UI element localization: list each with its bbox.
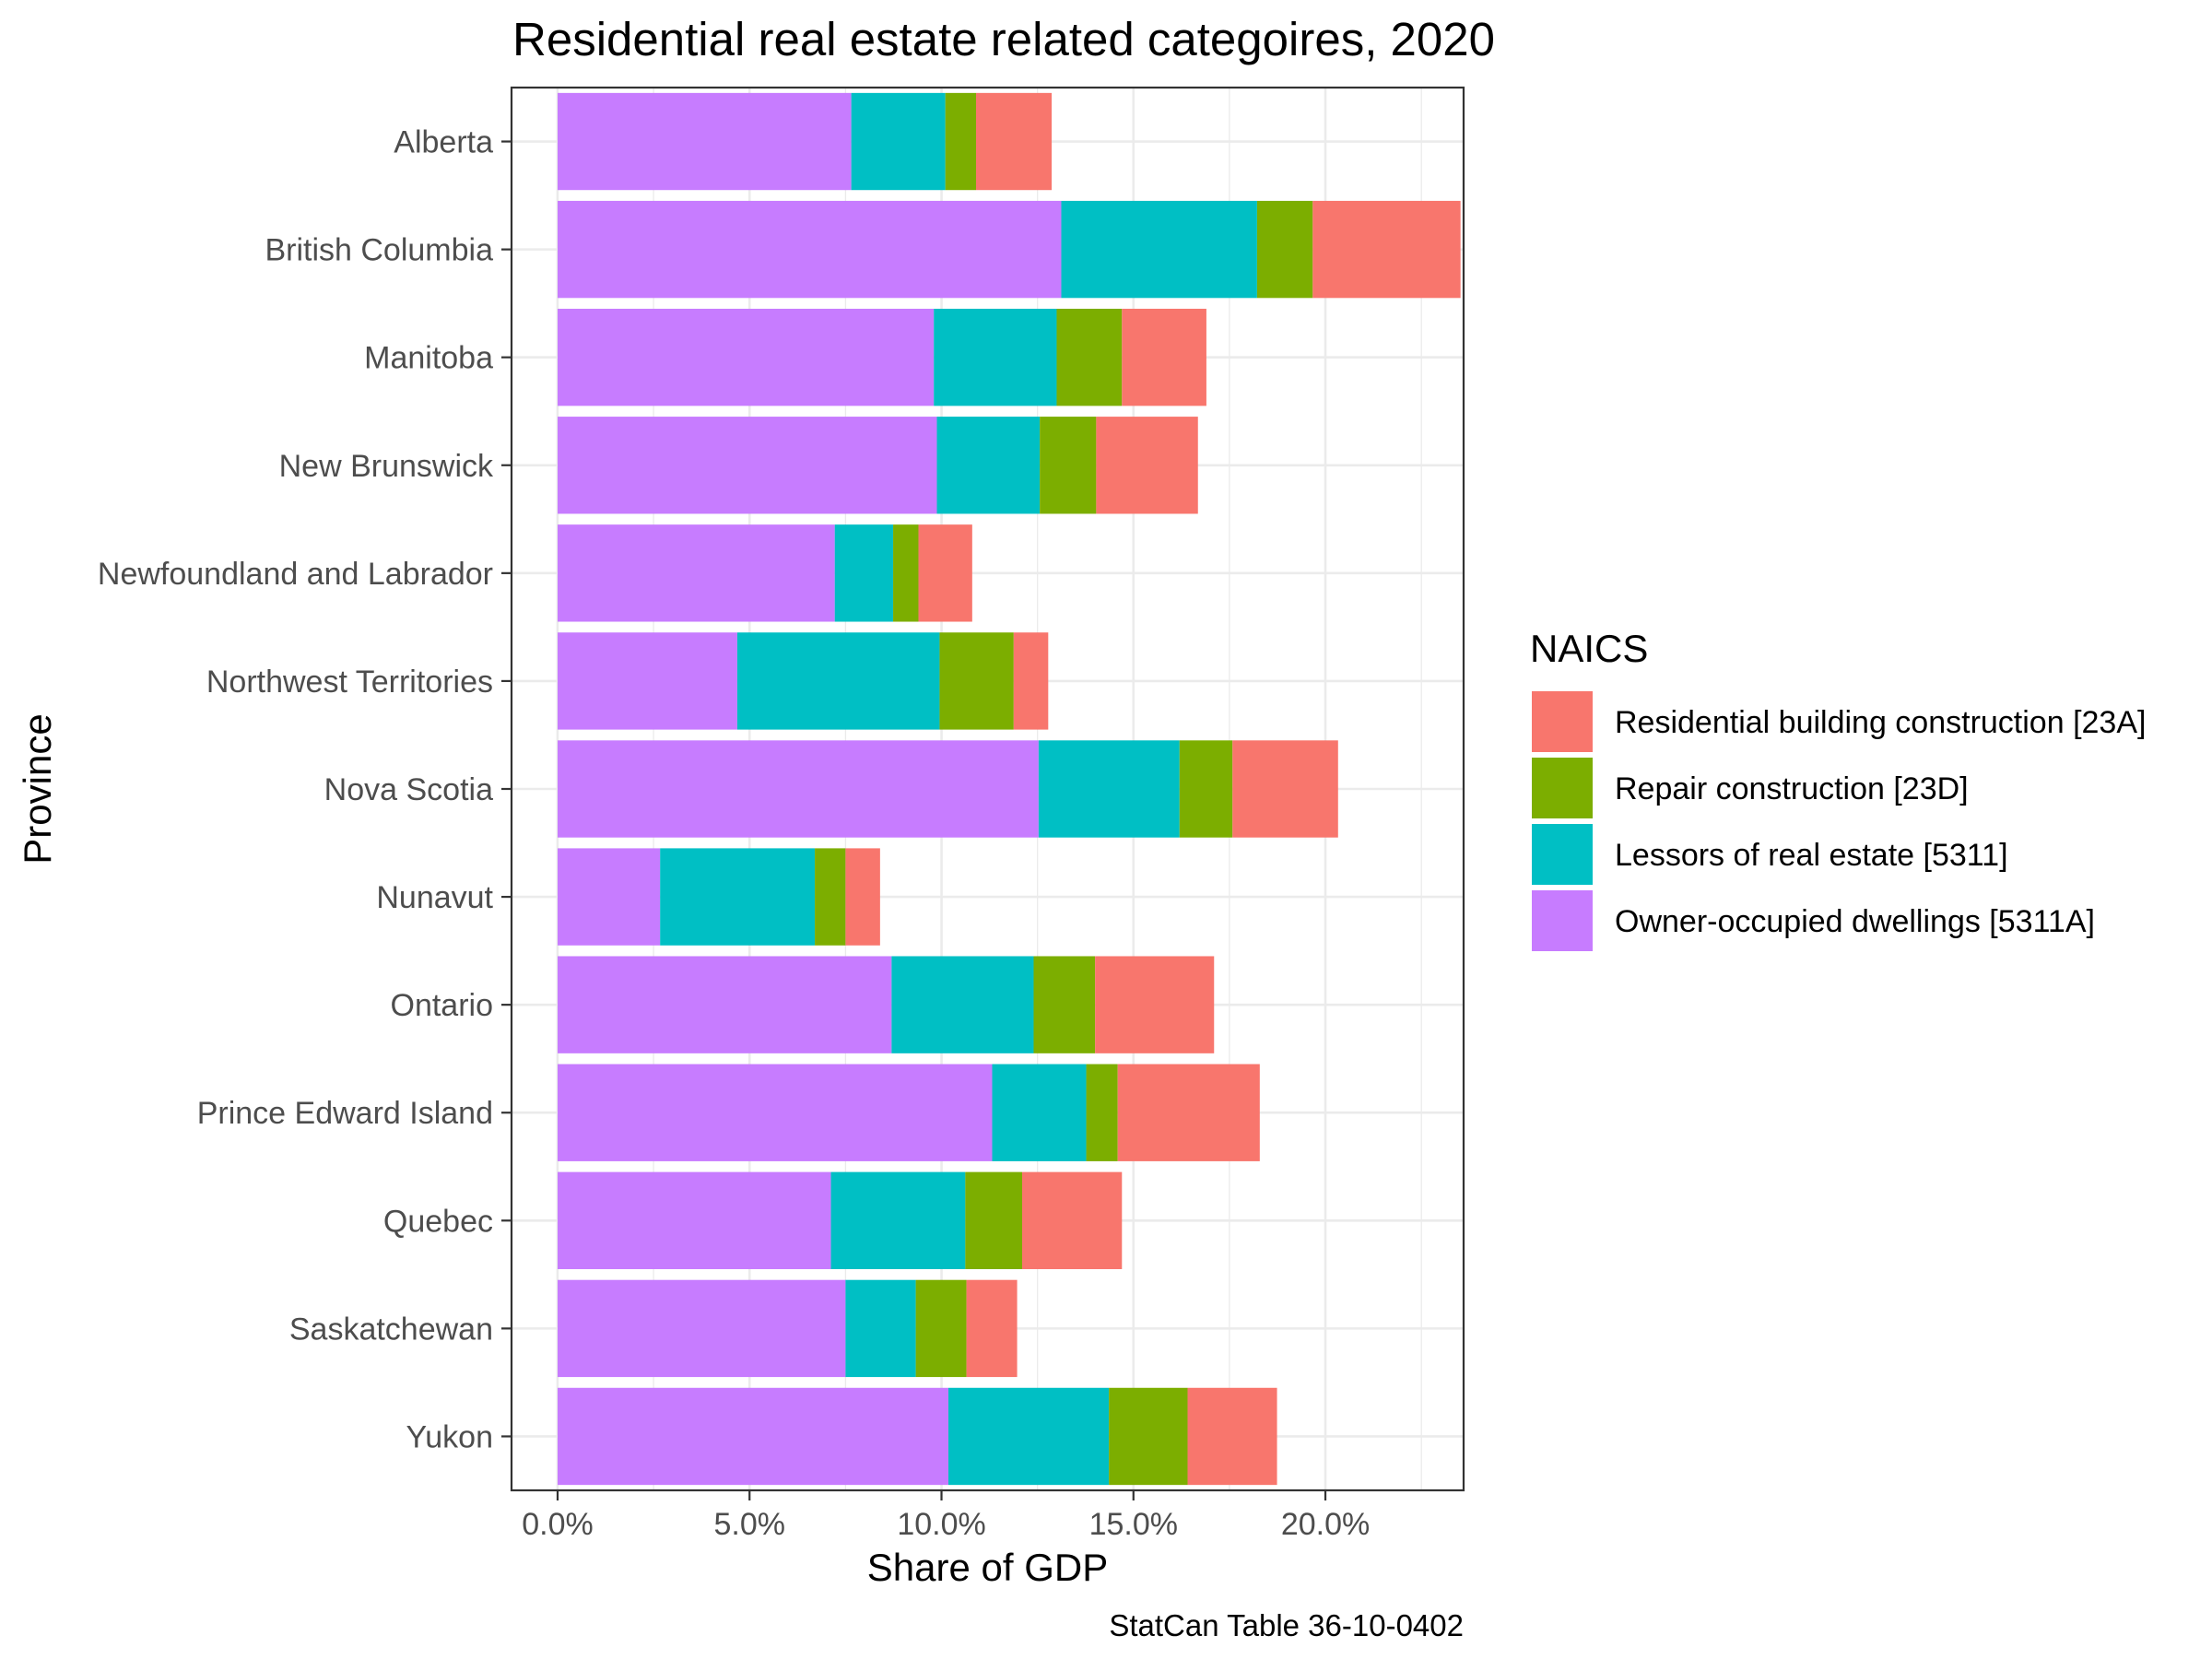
- bar-segment: [976, 92, 1053, 191]
- bar-segment: [893, 524, 919, 622]
- bar-segment: [1086, 1064, 1118, 1161]
- bar-segment: [918, 524, 972, 622]
- x-tick-label: 15.0%: [1089, 1507, 1178, 1542]
- legend-label: Repair construction [23D]: [1615, 771, 1969, 806]
- bar-segment: [845, 1279, 916, 1378]
- legend-label: Residential building construction [23A]: [1615, 705, 2146, 740]
- bar-segment: [557, 740, 1039, 838]
- bar-segment: [915, 1279, 967, 1378]
- bar-segment: [1122, 309, 1206, 406]
- y-tick-label: Manitoba: [364, 341, 493, 376]
- bar-segment: [815, 848, 846, 946]
- y-axis-title: Province: [16, 713, 59, 864]
- bar-segment: [1061, 200, 1257, 299]
- bar-segment: [1256, 200, 1313, 299]
- bar-segment: [557, 632, 737, 730]
- bar-segment: [934, 309, 1057, 406]
- chart-caption: StatCan Table 36-10-0402: [1109, 1608, 1464, 1642]
- bar-segment: [1109, 1387, 1188, 1486]
- bar-segment: [557, 1064, 993, 1161]
- bar-segment: [830, 1171, 966, 1269]
- y-tick-label: Quebec: [383, 1204, 493, 1239]
- bar-segment: [1021, 1171, 1123, 1269]
- bar-segment: [1095, 956, 1215, 1053]
- bar-segment: [557, 417, 937, 514]
- bar-segment: [936, 417, 1041, 514]
- y-tick-label: Saskatchewan: [289, 1312, 493, 1347]
- y-tick-label: Nova Scotia: [324, 772, 493, 807]
- bar-segment: [1117, 1064, 1260, 1161]
- legend-label: Lessors of real estate [5311]: [1615, 838, 2008, 873]
- bar-segment: [834, 524, 894, 622]
- bar-segment: [1033, 956, 1096, 1053]
- y-tick-label: Northwest Territories: [206, 665, 493, 700]
- bar-segment: [1013, 632, 1049, 730]
- bar-segment: [557, 92, 852, 191]
- bar-segment: [557, 524, 835, 622]
- bar-segment: [851, 92, 946, 191]
- x-tick-label: 0.0%: [522, 1507, 594, 1542]
- x-tick-label: 20.0%: [1281, 1507, 1370, 1542]
- legend-swatch: [1532, 691, 1593, 752]
- legend-label: Owner-occupied dwellings [5311A]: [1615, 904, 2095, 939]
- bar-segment: [939, 632, 1014, 730]
- bar-segment: [557, 1279, 846, 1378]
- bar-segment: [557, 956, 892, 1053]
- x-axis-title: Share of GDP: [867, 1546, 1108, 1589]
- y-tick-label: Nunavut: [376, 880, 493, 915]
- bar-segment: [557, 309, 935, 406]
- legend-title: NAICS: [1530, 627, 1648, 670]
- bar-segment: [736, 632, 940, 730]
- bar-segment: [557, 200, 1062, 299]
- bar-segment: [965, 1171, 1022, 1269]
- x-tick-label: 5.0%: [714, 1507, 786, 1542]
- y-tick-label: New Brunswick: [279, 449, 494, 484]
- bar-segment: [1187, 1387, 1277, 1486]
- bar-segment: [845, 848, 880, 946]
- bar-segment: [966, 1279, 1018, 1378]
- bar-segment: [1040, 417, 1097, 514]
- bar-segment: [557, 1387, 949, 1486]
- y-tick-label: Prince Edward Island: [197, 1096, 493, 1131]
- bar-segment: [948, 1387, 1110, 1486]
- bar-segment: [1038, 740, 1180, 838]
- y-tick-label: Ontario: [391, 988, 494, 1023]
- bar-segment: [992, 1064, 1087, 1161]
- y-tick-label: Yukon: [406, 1419, 493, 1454]
- bar-segment: [1312, 200, 1461, 299]
- bar-segment: [1179, 740, 1233, 838]
- bar-segment: [1056, 309, 1123, 406]
- legend-swatch: [1532, 890, 1593, 951]
- bar-segment: [660, 848, 816, 946]
- legend-swatch: [1532, 758, 1593, 818]
- bar-segment: [891, 956, 1034, 1053]
- bar-segment: [1096, 417, 1198, 514]
- bar-segment: [1232, 740, 1338, 838]
- bar-segment: [557, 1171, 831, 1269]
- chart-title: Residential real estate related categoir…: [512, 13, 1495, 65]
- y-tick-label: Alberta: [394, 125, 493, 160]
- bar-segment: [557, 848, 661, 946]
- x-tick-label: 10.0%: [897, 1507, 985, 1542]
- y-tick-label: Newfoundland and Labrador: [98, 557, 493, 592]
- legend-swatch: [1532, 824, 1593, 885]
- y-tick-label: British Columbia: [265, 233, 493, 268]
- bar-segment: [945, 92, 977, 191]
